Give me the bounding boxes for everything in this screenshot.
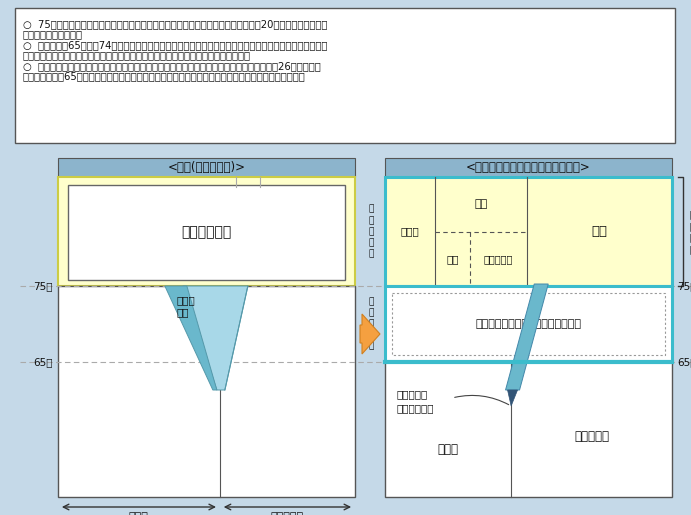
Text: 前
期
高
齢
者: 前 期 高 齢 者 xyxy=(368,297,374,351)
FancyBboxPatch shape xyxy=(15,8,675,143)
Text: 老人保健制度: 老人保健制度 xyxy=(181,226,231,239)
FancyBboxPatch shape xyxy=(68,185,345,280)
Text: 間における65歳未満の退職者を対象として現行の退職者医療制度を存続させる経過措置を講ずる。: 間における65歳未満の退職者を対象として現行の退職者医療制度を存続させる経過措置… xyxy=(23,72,305,81)
Text: 国保: 国保 xyxy=(446,254,459,264)
Text: 75歳: 75歳 xyxy=(677,281,691,291)
FancyBboxPatch shape xyxy=(385,177,672,286)
Text: 75歳: 75歳 xyxy=(33,281,53,291)
Text: （経過措置）: （経過措置） xyxy=(397,403,435,413)
Text: ○  75歳以上の後期高齢者については、その心身の特性や生活実態等を踏まえ、平成20年度に独立した医療: ○ 75歳以上の後期高齢者については、その心身の特性や生活実態等を踏まえ、平成2… xyxy=(23,19,328,29)
Polygon shape xyxy=(183,286,248,390)
Text: 独
立
制
度: 独 立 制 度 xyxy=(689,209,691,254)
Text: 被用者保険: 被用者保険 xyxy=(574,430,609,443)
Text: 65歳: 65歳 xyxy=(33,357,53,367)
FancyBboxPatch shape xyxy=(58,158,355,177)
Text: <高齢者の医療の確保に関する法律>: <高齢者の医療の確保に関する法律> xyxy=(466,161,591,174)
Text: 制度を創設する。: 制度を創設する。 xyxy=(23,29,83,40)
Text: 被用者保険: 被用者保険 xyxy=(271,512,304,515)
Text: 医療: 医療 xyxy=(177,307,189,317)
Text: 公費: 公費 xyxy=(591,225,607,238)
Text: 国　保: 国 保 xyxy=(129,512,149,515)
Text: 退職者医療: 退職者医療 xyxy=(397,389,428,399)
Text: 国　保: 国 保 xyxy=(437,443,459,456)
FancyBboxPatch shape xyxy=(392,293,665,355)
FancyBboxPatch shape xyxy=(385,286,672,362)
Polygon shape xyxy=(508,390,518,406)
Text: 65歳: 65歳 xyxy=(677,357,691,367)
Text: 支援: 支援 xyxy=(475,199,488,209)
Polygon shape xyxy=(360,314,380,354)
FancyBboxPatch shape xyxy=(385,362,672,497)
Text: <現行(老人保健法)>: <現行(老人保健法)> xyxy=(167,161,245,174)
Text: ○  現行の退職者医療制度は廃止する。ただし、現行制度からの円滑な移行を図るため、平成26年度までの: ○ 現行の退職者医療制度は廃止する。ただし、現行制度からの円滑な移行を図るため、… xyxy=(23,61,321,71)
Text: 後
期
高
齢
者: 後 期 高 齢 者 xyxy=(368,205,374,258)
Text: 医療費の負担に不均衡が生じていることから、これを調整する制度を創設する。: 医療費の負担に不均衡が生じていることから、これを調整する制度を創設する。 xyxy=(23,50,251,60)
FancyBboxPatch shape xyxy=(58,286,355,497)
Text: ○  あわせて、65歳から74歳の前期高齢者については、退職者が国民健康保険に大量に加入し、保険者間で: ○ あわせて、65歳から74歳の前期高齢者については、退職者が国民健康保険に大量… xyxy=(23,40,328,50)
FancyBboxPatch shape xyxy=(385,158,672,177)
Text: 被用者保険: 被用者保険 xyxy=(484,254,513,264)
Text: 退職者: 退職者 xyxy=(177,295,196,305)
Polygon shape xyxy=(165,286,217,390)
FancyBboxPatch shape xyxy=(58,177,355,286)
Polygon shape xyxy=(506,284,548,390)
Text: 保険料: 保険料 xyxy=(401,227,419,236)
Text: 制度間の医療費負担の不均衡の調整: 制度間の医療費負担の不均衡の調整 xyxy=(475,319,582,329)
